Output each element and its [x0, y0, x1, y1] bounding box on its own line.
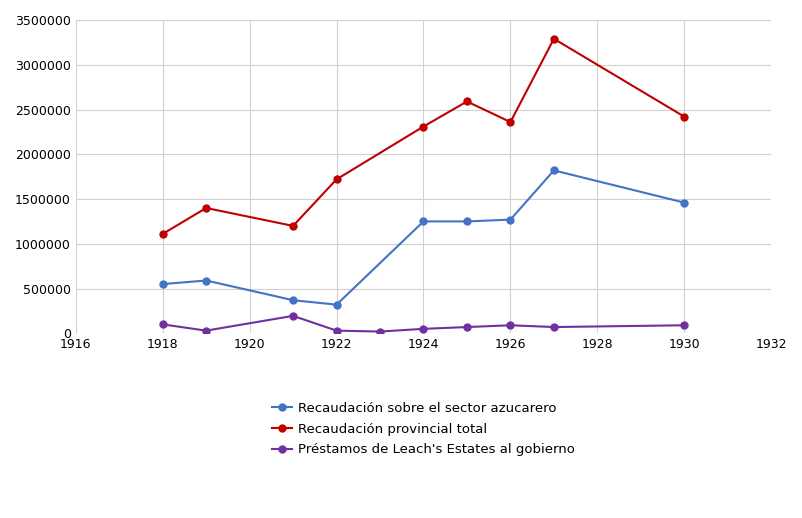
Recaudación sobre el sector azucarero: [201, 278, 211, 284]
Line: Recaudación provincial total: Recaudación provincial total: [160, 35, 688, 237]
Préstamos de Leach's Estates al gobierno: [288, 313, 298, 319]
Recaudación sobre el sector azucarero: [462, 218, 472, 224]
Line: Recaudación sobre el sector azucarero: Recaudación sobre el sector azucarero: [160, 167, 688, 308]
Recaudación sobre el sector azucarero: [505, 217, 515, 223]
Préstamos de Leach's Estates al gobierno: [679, 322, 689, 328]
Recaudación sobre el sector azucarero: [288, 297, 298, 304]
Legend: Recaudación sobre el sector azucarero, Recaudación provincial total, Préstamos d: Recaudación sobre el sector azucarero, R…: [266, 396, 581, 462]
Préstamos de Leach's Estates al gobierno: [332, 327, 342, 334]
Préstamos de Leach's Estates al gobierno: [549, 324, 559, 330]
Recaudación sobre el sector azucarero: [419, 218, 428, 224]
Recaudación sobre el sector azucarero: [158, 281, 168, 287]
Recaudación provincial total: [462, 98, 472, 105]
Préstamos de Leach's Estates al gobierno: [505, 322, 515, 328]
Recaudación sobre el sector azucarero: [549, 167, 559, 174]
Recaudación sobre el sector azucarero: [332, 301, 342, 308]
Recaudación provincial total: [549, 36, 559, 42]
Préstamos de Leach's Estates al gobierno: [462, 324, 472, 330]
Préstamos de Leach's Estates al gobierno: [158, 321, 168, 327]
Recaudación provincial total: [419, 123, 428, 130]
Recaudación sobre el sector azucarero: [679, 199, 689, 206]
Recaudación provincial total: [288, 223, 298, 229]
Line: Préstamos de Leach's Estates al gobierno: Préstamos de Leach's Estates al gobierno: [160, 312, 688, 335]
Recaudación provincial total: [679, 113, 689, 120]
Recaudación provincial total: [201, 205, 211, 211]
Recaudación provincial total: [332, 176, 342, 182]
Préstamos de Leach's Estates al gobierno: [419, 326, 428, 332]
Recaudación provincial total: [158, 231, 168, 237]
Préstamos de Leach's Estates al gobierno: [201, 327, 211, 334]
Préstamos de Leach's Estates al gobierno: [375, 328, 385, 335]
Recaudación provincial total: [505, 119, 515, 125]
